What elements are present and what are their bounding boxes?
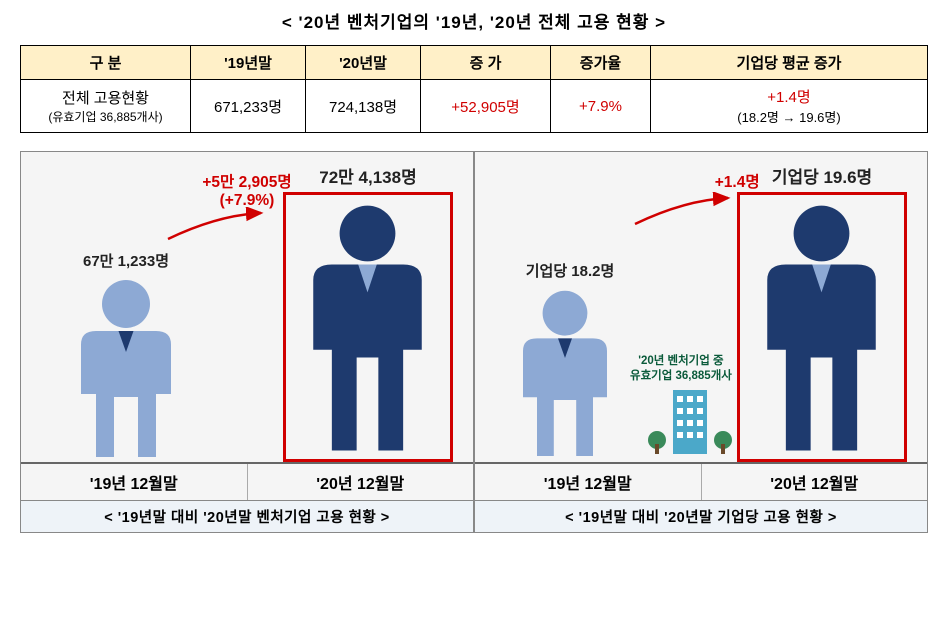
th-avg: 기업당 평균 증가 [651,46,928,80]
cell-increase: +52,905명 [421,80,551,133]
axis-right-19: '19년 12월말 [475,464,702,500]
figure-large-right: 기업당 19.6명 [737,163,907,462]
building-note: '20년 벤처기업 중 유효기업 36,885개사 [630,354,732,384]
note-l1: '20년 벤처기업 중 [638,355,723,367]
cell-y20: 724,138명 [306,80,421,133]
person-icon [51,277,201,457]
note-l2: 유효기업 36,885개사 [630,370,732,382]
caption-left: < '19년말 대비 '20년말 벤처기업 고용 현황 > [21,500,473,532]
person-icon [495,287,635,457]
th-rate: 증가율 [551,46,651,80]
axis-right-20: '20년 12월말 [702,464,928,500]
th-y20: '20년말 [306,46,421,80]
page-title: < '20년 벤처기업의 '19년, '20년 전체 고용 현황 > [20,8,928,33]
figure-small-left: 67만 1,233명 [51,250,201,462]
growth-left-main: +5만 2,905명 [202,174,291,191]
axis-left-20: '20년 12월말 [248,464,474,500]
small-label-left: 67만 1,233명 [51,250,201,271]
large-label-right: 기업당 19.6명 [737,163,907,188]
arrow-icon [163,207,273,247]
panel-left: +5만 2,905명 (+7.9%) 67만 1,233명 7 [21,152,475,532]
building-group [645,382,735,462]
cell-y19: 671,233명 [191,80,306,133]
cell-avg: +1.4명 (18.2명 → 19.6명) [651,80,928,133]
building-icon [645,382,735,457]
growth-left: +5만 2,905명 (+7.9%) [202,170,291,210]
caption-right: < '19년말 대비 '20년말 기업당 고용 현황 > [475,500,927,532]
row-label-sub: (유효기업 36,885개사) [25,108,186,125]
data-table: 구 분 '19년말 '20년말 증 가 증가율 기업당 평균 증가 +52,90… [20,45,928,133]
person-icon [290,199,445,454]
th-category: 구 분 [21,46,191,80]
arrow-icon [630,192,740,232]
avg-detail: (18.2명 → 19.6명) [737,110,840,125]
large-label-left: 72만 4,138명 [283,163,453,188]
th-y19: '19년말 [191,46,306,80]
th-increase: 증 가 [421,46,551,80]
row-label: 전체 고용현황 (유효기업 36,885개사) [21,80,191,133]
row-label-main: 전체 고용현황 [62,90,149,107]
figure-small-right: 기업당 18.2명 [495,260,645,462]
charts-row: +5만 2,905명 (+7.9%) 67만 1,233명 7 [20,151,928,533]
small-label-right: 기업당 18.2명 [495,260,645,281]
figure-large-left: 72만 4,138명 [283,163,453,462]
panel-right: +1.4명 기업당 18.2명 '20년 벤처기업 중 유효기 [475,152,927,532]
person-icon [744,199,899,454]
cell-rate: +7.9% [551,80,651,133]
avg-inc: +1.4명 [767,89,810,106]
axis-left-19: '19년 12월말 [21,464,248,500]
